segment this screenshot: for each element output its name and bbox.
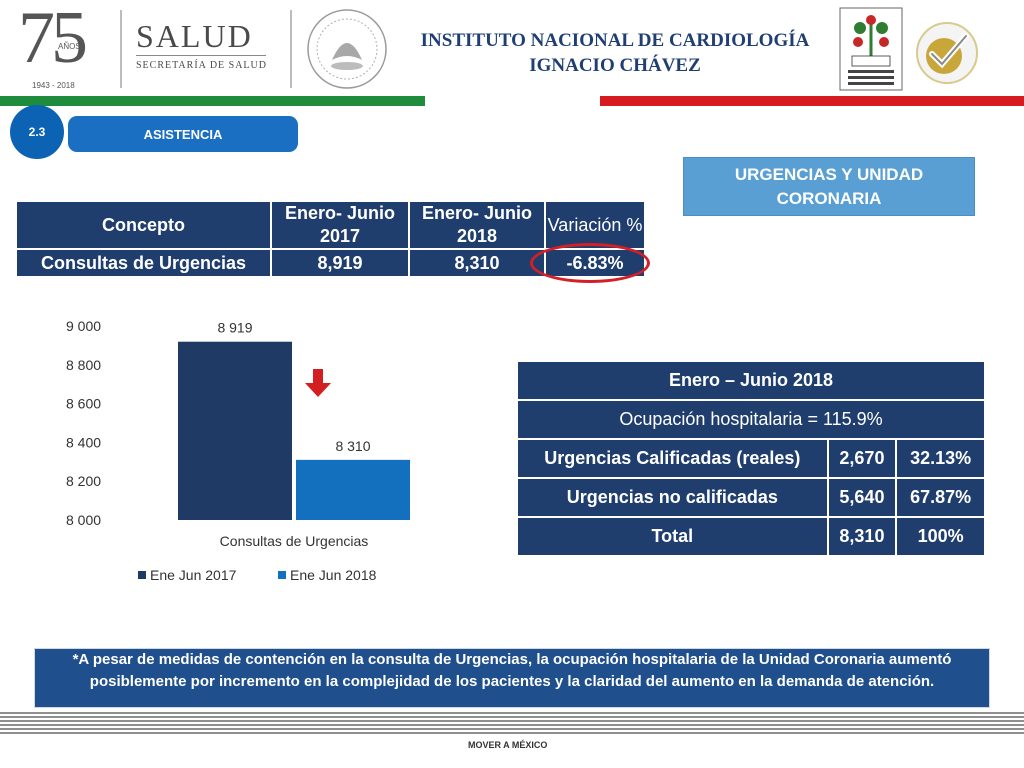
national-seal-icon [307, 9, 387, 89]
red-band [600, 96, 1024, 106]
y-tick-label: 8 000 [66, 512, 101, 528]
row-label: Urgencias Calificadas (reales) [516, 438, 829, 479]
green-band [0, 96, 425, 106]
cell-2017: 8,919 [270, 248, 410, 278]
occupancy-table: Enero – Junio 2018 Ocupación hospitalari… [516, 360, 986, 557]
header-2018: Enero- Junio 2018 [408, 200, 546, 250]
certification-seal-icon [916, 22, 978, 84]
row-count: 8,310 [826, 516, 898, 557]
table-row: Urgencias Calificadas (reales) 2,670 32.… [516, 438, 986, 479]
highlight-oval [530, 243, 650, 283]
y-tick-label: 8 800 [66, 357, 101, 373]
table-row: Ocupación hospitalaria = 115.9% [516, 399, 986, 440]
anniversary-years: 1943 - 2018 [32, 81, 75, 90]
x-category-label: Consultas de Urgencias [220, 533, 369, 549]
salud-rule [136, 55, 266, 56]
cell-concepto: Consultas de Urgencias [15, 248, 272, 278]
legend-label: Ene Jun 2017 [150, 567, 237, 583]
bar [178, 341, 292, 520]
bar [296, 459, 410, 520]
section-label-button: ASISTENCIA [68, 116, 298, 152]
row-label: Urgencias no calificadas [516, 477, 829, 518]
cell-2018: 8,310 [408, 248, 546, 278]
anniversary-number: 75 [18, 0, 88, 79]
topic-box: URGENCIAS Y UNIDAD CORONARIA [683, 157, 975, 216]
y-tick-label: 8 400 [66, 434, 101, 450]
anniversary-logo: 75 AÑOS 1943 - 2018 [18, 0, 98, 92]
comparison-table: Concepto Enero- Junio 2017 Enero- Junio … [15, 200, 646, 278]
secretaria-label: SECRETARÍA DE SALUD [136, 60, 267, 71]
salud-wordmark: SALUD [136, 18, 253, 54]
institute-title-line1: INSTITUTO NACIONAL DE CARDIOLOGÍA [420, 30, 810, 51]
header-divider [120, 10, 122, 88]
bar-chart: 9 000 8 800 8 600 8 400 8 200 8 000 8 919 8 310… [66, 318, 410, 583]
institute-title: INSTITUTO NACIONAL DE CARDIOLOGÍA IGNACI… [380, 28, 850, 78]
data-label: 8 919 [217, 320, 252, 336]
table-row: Enero – Junio 2018 [516, 360, 986, 401]
mover-a-mexico-logo: MOVER A MÉXICO [468, 740, 558, 760]
y-tick-label: 8 600 [66, 396, 101, 412]
row-count: 2,670 [826, 438, 898, 479]
cardiology-institute-logo-icon [839, 7, 903, 91]
footer-stripes [0, 712, 1024, 736]
legend-swatch [278, 571, 286, 579]
mover-a-mexico-text: MOVER A MÉXICO [468, 740, 548, 750]
row-percent: 32.13% [895, 438, 986, 479]
table-header-row: Concepto Enero- Junio 2017 Enero- Junio … [15, 200, 646, 250]
anniversary-word: AÑOS [58, 42, 81, 51]
header-concepto: Concepto [15, 200, 272, 250]
legend-swatch [138, 571, 146, 579]
footnote-box: *A pesar de medidas de contención en la … [34, 648, 990, 708]
data-label: 8 310 [335, 438, 370, 454]
legend-label: Ene Jun 2018 [290, 567, 377, 583]
section-number-badge: 2.3 [10, 105, 64, 159]
header-2017: Enero- Junio 2017 [270, 200, 410, 250]
occupancy-rate: Ocupación hospitalaria = 115.9% [516, 399, 986, 440]
header-variacion: Variación % [544, 200, 646, 250]
down-arrow-icon [305, 369, 331, 397]
row-percent: 67.87% [895, 477, 986, 518]
row-count: 5,640 [826, 477, 898, 518]
row-percent: 100% [895, 516, 986, 557]
institute-title-line2: IGNACIO CHÁVEZ [529, 55, 701, 76]
y-tick-label: 9 000 [66, 318, 101, 334]
table-row: Urgencias no calificadas 5,640 67.87% [516, 477, 986, 518]
table-row: Total 8,310 100% [516, 516, 986, 557]
y-tick-label: 8 200 [66, 473, 101, 489]
occupancy-title: Enero – Junio 2018 [516, 360, 986, 401]
header-divider [290, 10, 292, 88]
row-label: Total [516, 516, 829, 557]
